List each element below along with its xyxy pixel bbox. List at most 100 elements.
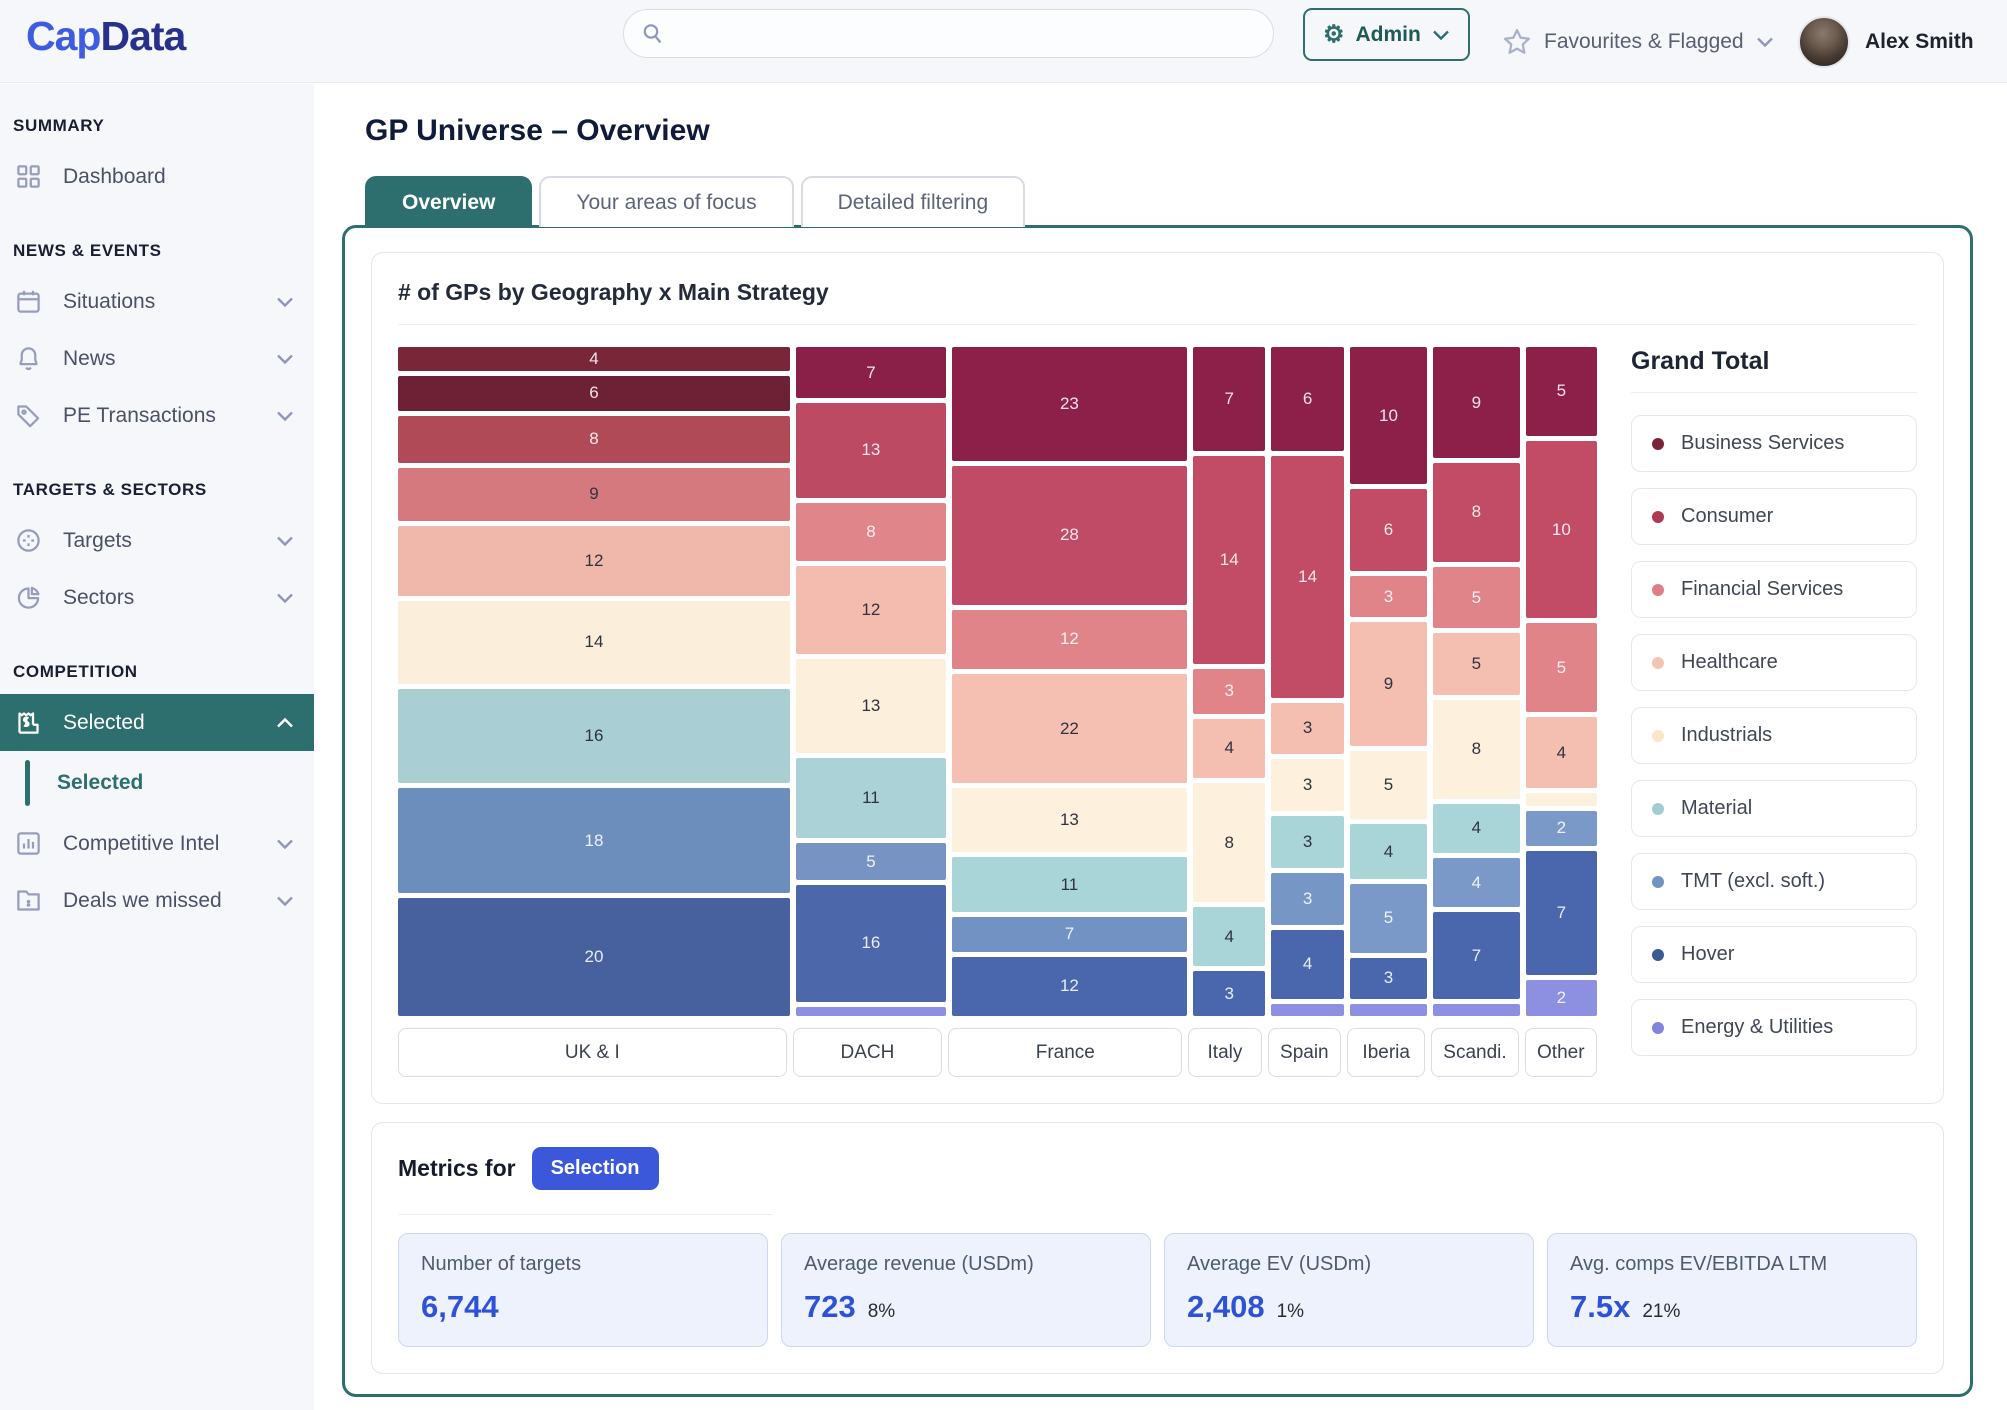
tab-overview[interactable]: Overview (365, 176, 533, 227)
sidebar-item-dashboard[interactable]: Dashboard (0, 148, 314, 205)
mekko-segment[interactable]: 6 (1349, 489, 1428, 572)
mekko-segment[interactable]: 3 (1349, 957, 1428, 999)
mekko-segment[interactable]: 2 (1525, 980, 1598, 1016)
user-menu[interactable]: Alex Smith (1798, 0, 1974, 83)
legend-item-energy-utilities[interactable]: Energy & Utilities (1631, 999, 1917, 1056)
mekko-segment[interactable]: 4 (1271, 929, 1344, 999)
mekko-segment[interactable]: 11 (951, 857, 1188, 912)
mekko-segment[interactable]: 22 (951, 674, 1188, 784)
mekko-segment[interactable]: 6 (398, 375, 791, 411)
mekko-segment[interactable]: 9 (1433, 347, 1520, 458)
legend-item-business-services[interactable]: Business Services (1631, 415, 1917, 472)
mekko-segment[interactable]: 8 (1433, 463, 1520, 562)
mekko-segment[interactable]: 4 (398, 347, 791, 371)
mekko-segment[interactable]: 7 (1193, 347, 1266, 452)
capdata-logo[interactable]: CapData (26, 13, 186, 60)
favourites-flagged-menu[interactable]: Favourites & Flagged (1502, 0, 1774, 83)
mekko-segment[interactable]: 4 (1525, 717, 1598, 789)
mekko-segment[interactable]: 6 (1271, 347, 1344, 451)
mekko-segment[interactable]: 11 (796, 758, 946, 839)
axis-label-dach[interactable]: DACH (792, 1028, 943, 1077)
mekko-segment[interactable] (1525, 793, 1598, 806)
mekko-segment[interactable]: 13 (796, 658, 946, 754)
mekko-segment[interactable]: 28 (951, 465, 1188, 605)
mekko-segment[interactable]: 14 (1193, 456, 1266, 665)
mekko-segment[interactable]: 4 (1193, 718, 1266, 779)
mekko-segment[interactable]: 5 (1349, 884, 1428, 953)
mekko-segment[interactable]: 12 (951, 609, 1188, 670)
mekko-segment[interactable]: 8 (1433, 700, 1520, 799)
mekko-segment[interactable]: 9 (398, 467, 791, 521)
sidebar-item-news[interactable]: News (0, 330, 314, 387)
mekko-segment[interactable]: 14 (1271, 455, 1344, 698)
mekko-segment[interactable]: 3 (1193, 669, 1266, 714)
mekko-segment[interactable] (1271, 1003, 1344, 1017)
global-search[interactable] (623, 9, 1274, 58)
axis-label-other[interactable]: Other (1524, 1028, 1597, 1077)
mekko-segment[interactable]: 5 (1525, 623, 1598, 713)
mekko-segment[interactable] (796, 1006, 946, 1016)
axis-label-spain[interactable]: Spain (1267, 1028, 1342, 1077)
admin-button[interactable]: ⚙ Admin (1303, 8, 1470, 61)
legend-item-tmt-excl-soft[interactable]: TMT (excl. soft.) (1631, 853, 1917, 910)
axis-label-iberia[interactable]: Iberia (1347, 1028, 1426, 1077)
mekko-segment[interactable] (1433, 1003, 1520, 1016)
mekko-segment[interactable]: 5 (796, 843, 946, 880)
mekko-segment[interactable]: 7 (796, 347, 946, 399)
sidebar-item-competitive-intel[interactable]: Competitive Intel (0, 815, 314, 872)
mekko-segment[interactable]: 8 (398, 415, 791, 463)
mekko-segment[interactable]: 5 (1349, 750, 1428, 820)
legend-item-hover[interactable]: Hover (1631, 926, 1917, 983)
mekko-segment[interactable]: 16 (796, 884, 946, 1002)
sidebar-item-selected[interactable]: Selected (0, 694, 314, 751)
mekko-segment[interactable]: 3 (1271, 759, 1344, 812)
mekko-segment[interactable]: 13 (796, 403, 946, 498)
mekko-segment[interactable]: 8 (1193, 783, 1266, 902)
legend-item-industrials[interactable]: Industrials (1631, 707, 1917, 764)
mekko-segment[interactable]: 5 (1525, 347, 1598, 436)
legend-item-financial-services[interactable]: Financial Services (1631, 561, 1917, 618)
mekko-segment[interactable]: 13 (951, 788, 1188, 853)
mekko-segment[interactable]: 4 (1433, 858, 1520, 908)
mekko-segment[interactable]: 20 (398, 898, 791, 1016)
sidebar-subitem-selected[interactable]: Selected (0, 751, 314, 815)
mekko-segment[interactable]: 5 (1433, 633, 1520, 696)
axis-label-france[interactable]: France (948, 1028, 1183, 1077)
sidebar-item-sectors[interactable]: Sectors (0, 569, 314, 626)
mekko-segment[interactable]: 12 (398, 525, 791, 597)
mekko-segment[interactable]: 4 (1433, 803, 1520, 854)
mekko-segment[interactable]: 5 (1433, 566, 1520, 629)
mekko-segment[interactable]: 3 (1271, 816, 1344, 868)
axis-label-uk-i[interactable]: UK & I (398, 1028, 787, 1077)
mekko-segment[interactable]: 12 (951, 956, 1188, 1016)
mekko-segment[interactable]: 14 (398, 601, 791, 684)
tab-detailed-filtering[interactable]: Detailed filtering (800, 176, 1026, 227)
mekko-segment[interactable]: 2 (1525, 810, 1598, 847)
mekko-segment[interactable]: 7 (1433, 912, 1520, 999)
mekko-segment[interactable]: 3 (1271, 873, 1344, 925)
mekko-segment[interactable]: 3 (1349, 576, 1428, 618)
legend-item-healthcare[interactable]: Healthcare (1631, 634, 1917, 691)
sidebar-item-pe-transactions[interactable]: PE Transactions (0, 387, 314, 444)
mekko-segment[interactable]: 7 (1525, 851, 1598, 976)
legend-item-material[interactable]: Material (1631, 780, 1917, 837)
search-input[interactable] (676, 22, 1273, 45)
mekko-segment[interactable]: 3 (1193, 971, 1266, 1016)
axis-label-scandi[interactable]: Scandi. (1431, 1028, 1519, 1077)
mekko-segment[interactable]: 12 (796, 566, 946, 654)
selection-pill-button[interactable]: Selection (531, 1147, 659, 1190)
mekko-segment[interactable]: 9 (1349, 622, 1428, 746)
mekko-segment[interactable]: 4 (1193, 906, 1266, 967)
sidebar-item-targets[interactable]: Targets (0, 512, 314, 569)
mekko-segment[interactable]: 4 (1349, 824, 1428, 880)
mekko-segment[interactable]: 23 (951, 347, 1188, 461)
sidebar-item-deals-we-missed[interactable]: Deals we missed (0, 872, 314, 929)
mekko-segment[interactable]: 8 (796, 502, 946, 562)
sidebar-item-situations[interactable]: Situations (0, 273, 314, 330)
mekko-segment[interactable]: 18 (398, 787, 791, 894)
mekko-segment[interactable]: 10 (1525, 440, 1598, 619)
mekko-segment[interactable]: 3 (1271, 702, 1344, 755)
avatar[interactable] (1798, 15, 1850, 68)
mekko-segment[interactable]: 10 (1349, 347, 1428, 485)
mekko-segment[interactable] (1349, 1003, 1428, 1016)
